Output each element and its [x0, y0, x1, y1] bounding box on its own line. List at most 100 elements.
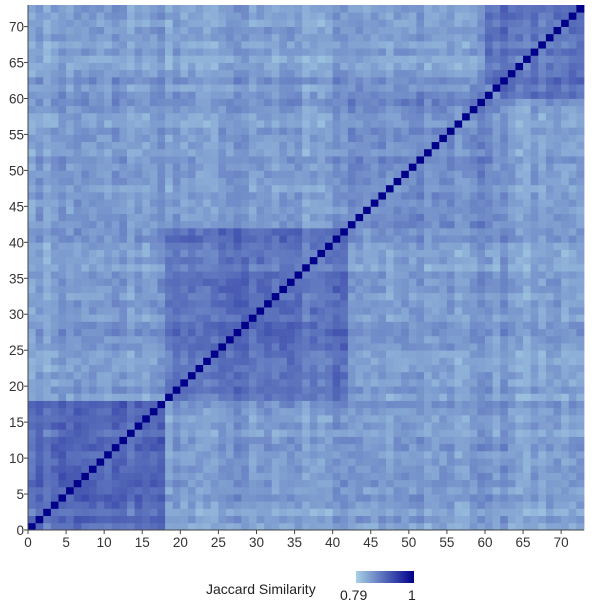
heatmap-cell [35, 256, 44, 265]
heatmap-cell [203, 191, 212, 200]
heatmap-cell [142, 407, 151, 416]
heatmap-cell [355, 40, 364, 49]
heatmap-cell [264, 285, 273, 294]
heatmap-cell [241, 98, 250, 107]
heatmap-cell [370, 364, 379, 373]
heatmap-cell [393, 249, 402, 258]
heatmap-cell [332, 141, 341, 150]
heatmap-cell [210, 148, 219, 157]
heatmap-cell [469, 501, 478, 509]
heatmap-cell [385, 127, 394, 135]
heatmap-cell [187, 156, 196, 164]
heatmap-cell [340, 199, 349, 207]
heatmap-cell [401, 191, 410, 200]
heatmap-cell [477, 213, 486, 222]
heatmap-cell [378, 249, 387, 258]
heatmap-cell [401, 170, 410, 178]
heatmap-cell [325, 508, 334, 517]
heatmap-cell [119, 501, 128, 509]
heatmap-cell [104, 199, 113, 207]
heatmap-cell [203, 206, 212, 214]
heatmap-cell [119, 350, 128, 358]
heatmap-cell [104, 98, 113, 107]
heatmap-cell [58, 220, 67, 229]
heatmap-cell [294, 508, 303, 517]
heatmap-cell [43, 163, 52, 171]
heatmap-cell [218, 321, 227, 330]
heatmap-cell [484, 357, 494, 365]
heatmap-cell [385, 314, 394, 322]
heatmap-cell [484, 120, 494, 128]
heatmap-cell [302, 170, 311, 178]
heatmap-cell [492, 120, 501, 128]
heatmap-cell [256, 343, 265, 351]
heatmap-cell [264, 314, 273, 322]
heatmap-cell [264, 508, 273, 517]
heatmap-cell [165, 285, 174, 294]
heatmap-cell [484, 148, 494, 157]
heatmap-cell [370, 141, 379, 150]
heatmap-cell [408, 55, 417, 63]
heatmap-cell [165, 429, 174, 437]
heatmap-cell [477, 199, 486, 207]
heatmap-cell [446, 299, 455, 308]
heatmap-cell [424, 105, 433, 114]
heatmap-cell [340, 40, 349, 49]
heatmap-cell [264, 48, 273, 56]
heatmap-cell [469, 163, 478, 171]
heatmap-cell [431, 271, 440, 279]
heatmap-cell [43, 508, 52, 517]
heatmap-cell [340, 386, 349, 394]
heatmap-cell [111, 191, 120, 200]
heatmap-cell [424, 314, 433, 322]
heatmap-cell [469, 285, 478, 294]
heatmap-cell [538, 12, 547, 20]
heatmap-cell [416, 321, 425, 330]
heatmap-cell [279, 33, 288, 42]
heatmap-cell [454, 350, 463, 358]
heatmap-cell [66, 220, 75, 229]
heatmap-cell [96, 227, 105, 236]
heatmap-cell [180, 91, 189, 99]
heatmap-cell [309, 465, 318, 473]
heatmap-cell [523, 515, 532, 524]
heatmap-cell [439, 458, 448, 466]
heatmap-cell [317, 328, 326, 337]
heatmap-cell [401, 429, 410, 437]
heatmap-cell [50, 220, 59, 229]
heatmap-cell [111, 299, 120, 308]
heatmap-cell [416, 465, 425, 473]
heatmap-cell [172, 156, 181, 164]
heatmap-cell [279, 170, 288, 178]
heatmap-cell [439, 479, 448, 488]
heatmap-cell [302, 364, 311, 373]
heatmap-cell [454, 235, 463, 243]
heatmap-cell [363, 472, 372, 481]
heatmap-cell [248, 235, 257, 243]
heatmap-cell [241, 199, 250, 207]
heatmap-cell [286, 314, 295, 322]
heatmap-cell [294, 443, 303, 452]
heatmap-cell [363, 33, 372, 42]
heatmap-cell [416, 450, 425, 459]
heatmap-cell [408, 443, 417, 452]
heatmap-cell [66, 213, 75, 222]
heatmap-cell [233, 148, 242, 157]
heatmap-cell [256, 235, 265, 243]
heatmap-cell [28, 314, 37, 322]
heatmap-cell [271, 84, 280, 92]
heatmap-cell [28, 127, 37, 135]
heatmap-cell [264, 486, 273, 495]
heatmap-cell [43, 472, 52, 481]
heatmap-cell [180, 522, 189, 531]
heatmap-cell [157, 350, 166, 358]
heatmap-cell [309, 508, 318, 517]
heatmap-cell [370, 271, 379, 279]
heatmap-cell [545, 407, 554, 416]
heatmap-cell [355, 393, 364, 401]
heatmap-cell [454, 12, 463, 20]
heatmap-cell [340, 148, 349, 157]
heatmap-cell [408, 328, 417, 337]
heatmap-cell [248, 486, 257, 495]
heatmap-cell [302, 242, 311, 250]
